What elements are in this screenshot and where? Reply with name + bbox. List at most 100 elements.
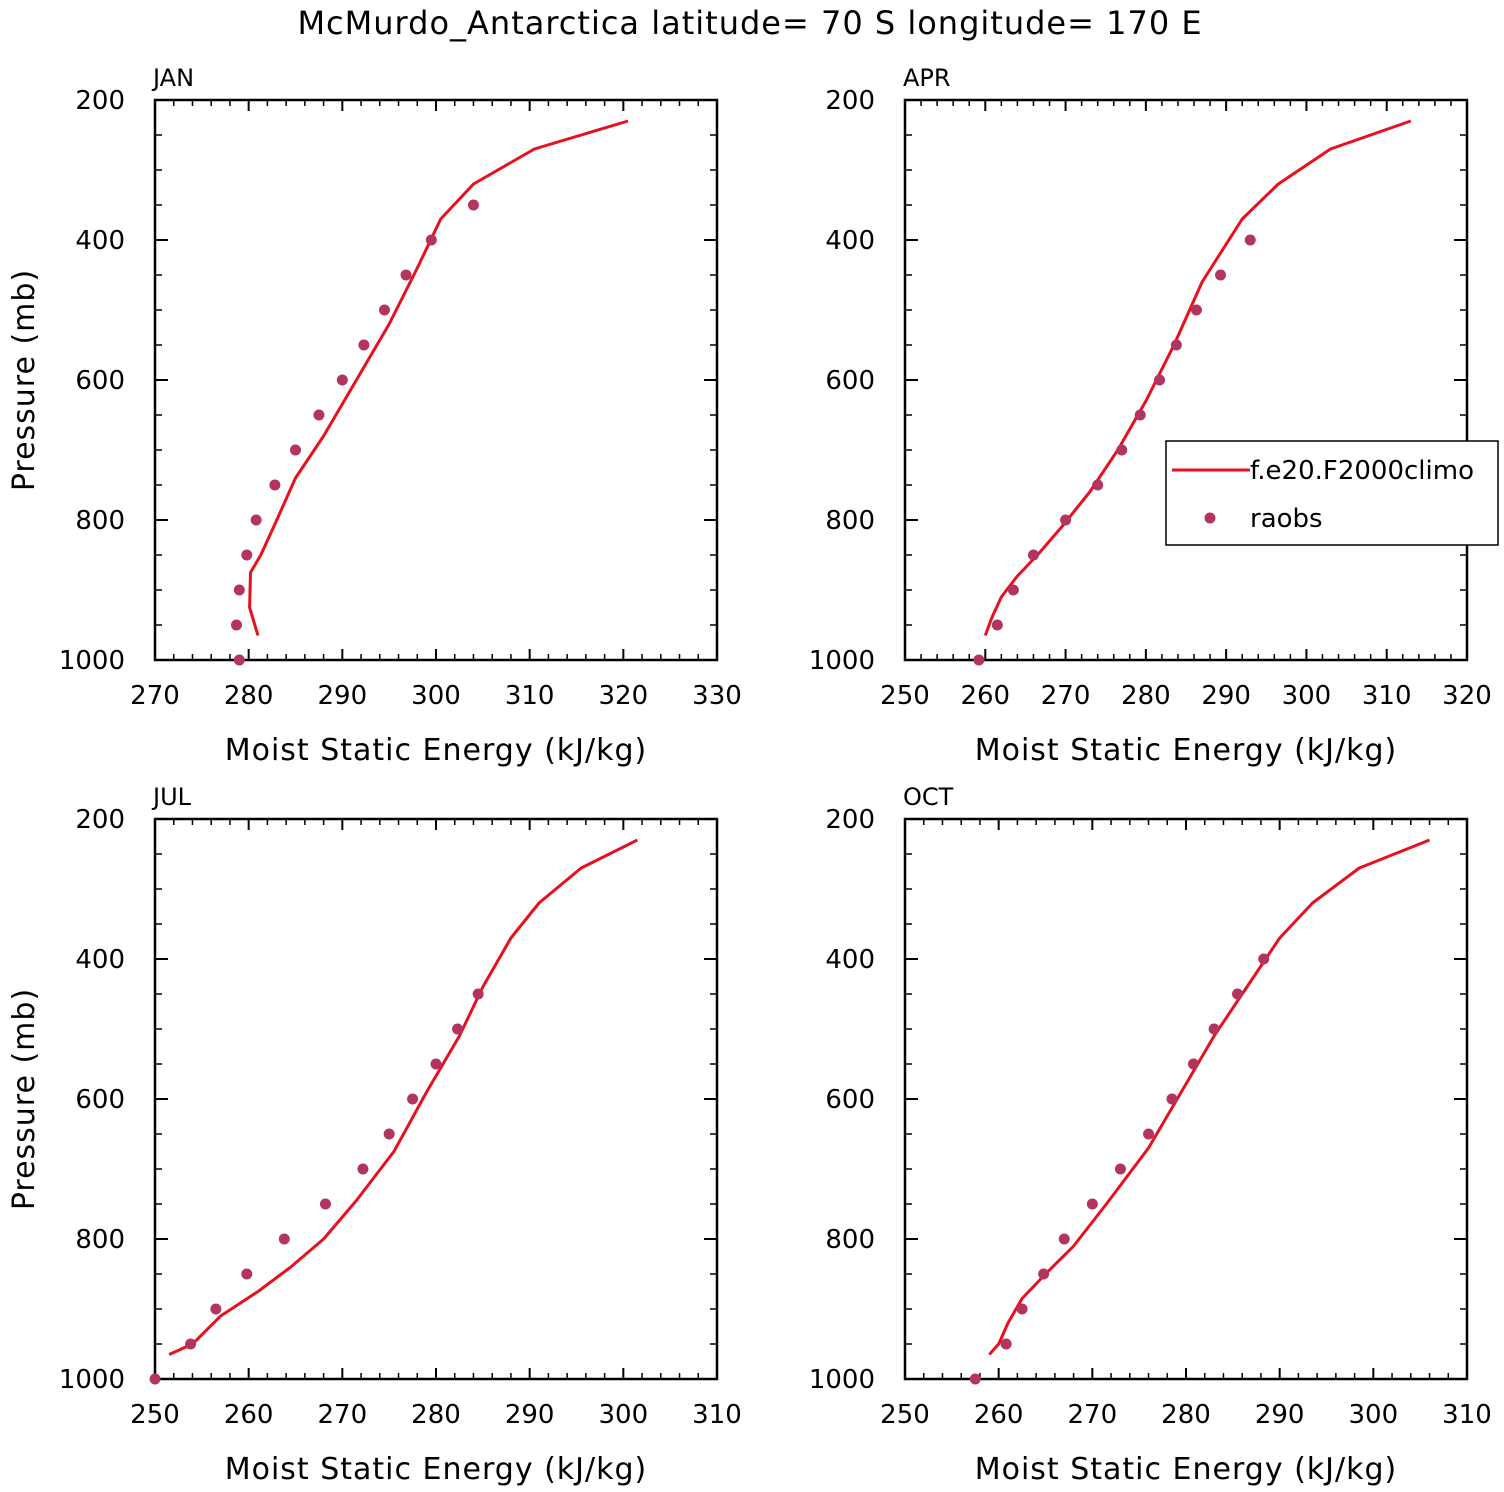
y-tick-label: 200 — [75, 86, 125, 116]
x-tick-label: 300 — [1282, 681, 1332, 711]
x-tick-label: 310 — [505, 681, 555, 711]
x-tick-label: 300 — [599, 1400, 649, 1430]
obs-point — [1114, 1163, 1126, 1175]
obs-point — [407, 1093, 419, 1105]
y-tick-label: 800 — [75, 506, 125, 536]
x-axis-title: Moist Static Energy (kJ/kg) — [975, 733, 1398, 768]
x-axis-title: Moist Static Energy (kJ/kg) — [225, 733, 648, 768]
y-tick-label: 1000 — [809, 1365, 875, 1395]
x-axis-title: Moist Static Energy (kJ/kg) — [975, 1452, 1398, 1487]
x-tick-label: 260 — [960, 681, 1010, 711]
obs-point — [1208, 1023, 1220, 1035]
plot-frame — [153, 817, 719, 1381]
obs-point — [319, 1198, 331, 1210]
obs-point — [1007, 584, 1019, 596]
x-tick-label: 260 — [224, 1400, 274, 1430]
y-tick-label: 200 — [75, 805, 125, 835]
model-line — [168, 838, 639, 1356]
obs-point — [378, 304, 390, 316]
obs-point — [290, 444, 301, 456]
x-tick-label: 300 — [411, 681, 461, 711]
obs-point — [358, 339, 370, 351]
x-tick-label: 290 — [505, 1400, 555, 1430]
y-tick-label: 400 — [75, 226, 125, 256]
x-tick-label: 270 — [318, 1400, 368, 1430]
y-tick-label: 1000 — [59, 1365, 125, 1395]
panel-label: OCT — [903, 783, 954, 811]
obs-point — [430, 1058, 442, 1070]
obs-point — [991, 619, 1003, 631]
x-tick-label: 250 — [130, 1400, 180, 1430]
obs-point — [1215, 269, 1227, 281]
y-tick-label: 600 — [825, 366, 875, 396]
y-tick-label: 600 — [825, 1085, 875, 1115]
x-tick-label: 280 — [224, 681, 274, 711]
x-tick-label: 320 — [599, 681, 649, 711]
y-axis-title: Pressure (mb) — [7, 988, 42, 1210]
obs-point — [250, 514, 262, 526]
panel-label: JAN — [151, 64, 194, 92]
y-tick-label: 400 — [825, 226, 875, 256]
obs-point — [425, 234, 437, 246]
legend-entry-label: raobs — [1250, 504, 1323, 534]
y-tick-label: 1000 — [59, 646, 125, 676]
x-tick-label: 290 — [1255, 1400, 1305, 1430]
obs-point — [1244, 234, 1256, 246]
y-tick-label: 800 — [75, 1225, 125, 1255]
obs-point — [1190, 304, 1202, 316]
y-tick-label: 400 — [825, 945, 875, 975]
obs-point — [1232, 988, 1244, 1000]
x-tick-label: 290 — [318, 681, 368, 711]
obs-point — [1258, 953, 1270, 965]
obs-point — [1058, 1233, 1070, 1245]
panels-group: 270 280 290 300 310 320 330 200 400 600 800 1000 JAN… — [7, 64, 1499, 1487]
x-tick-label: 290 — [1201, 681, 1251, 711]
figure-title: McMurdo_Antarctica latitude= 70 S longit… — [297, 4, 1202, 42]
obs-point — [1154, 374, 1166, 386]
obs-point — [969, 1373, 981, 1385]
legend-entry-label: f.e20.F2000climo — [1250, 456, 1474, 486]
x-tick-label: 250 — [880, 681, 930, 711]
obs-point — [1092, 479, 1104, 491]
obs-point — [1000, 1338, 1012, 1350]
obs-point — [233, 654, 245, 666]
x-tick-label: 300 — [1349, 1400, 1399, 1430]
x-tick-label: 310 — [692, 1400, 742, 1430]
legend: f.e20.F2000climo raobs — [1165, 440, 1499, 546]
obs-point — [336, 374, 348, 386]
model-line — [248, 119, 629, 636]
y-tick-label: 200 — [825, 805, 875, 835]
obs-point — [210, 1303, 222, 1315]
x-tick-label: 270 — [1068, 1400, 1118, 1430]
obs-point — [1060, 514, 1072, 526]
panel-label: APR — [903, 64, 951, 92]
obs-point — [1187, 1058, 1199, 1070]
obs-point — [383, 1128, 395, 1140]
obs-point — [233, 584, 245, 596]
obs-point — [149, 1373, 161, 1385]
plot-frame — [903, 817, 1469, 1381]
panel-label: JUL — [151, 783, 192, 811]
plot-frame — [153, 98, 719, 662]
obs-point — [1143, 1128, 1155, 1140]
x-tick-label: 270 — [1041, 681, 1091, 711]
obs-point — [313, 409, 325, 421]
obs-point — [185, 1338, 197, 1350]
plot-frame — [903, 98, 1469, 662]
x-tick-label: 280 — [1121, 681, 1171, 711]
model-line — [988, 838, 1431, 1356]
obs-point — [241, 549, 253, 561]
y-tick-label: 800 — [825, 506, 875, 536]
x-tick-label: 280 — [411, 1400, 461, 1430]
x-tick-label: 310 — [1442, 1400, 1492, 1430]
x-tick-label: 260 — [974, 1400, 1024, 1430]
panel-jan: 270 280 290 300 310 320 330 200 400 600 800 1000 JAN… — [7, 64, 742, 768]
y-tick-label: 1000 — [809, 646, 875, 676]
y-tick-label: 600 — [75, 366, 125, 396]
y-axis-title: Pressure (mb) — [7, 269, 42, 491]
panel-apr: 250 260 270 280 290 300 310 320 200 400 600 800 1000… — [809, 64, 1499, 768]
panel-jul: 250 260 270 280 290 300 310 200 400 600 800 1000 JUL… — [7, 783, 742, 1487]
obs-point — [1116, 444, 1128, 456]
obs-point — [400, 269, 412, 281]
obs-point — [278, 1233, 290, 1245]
